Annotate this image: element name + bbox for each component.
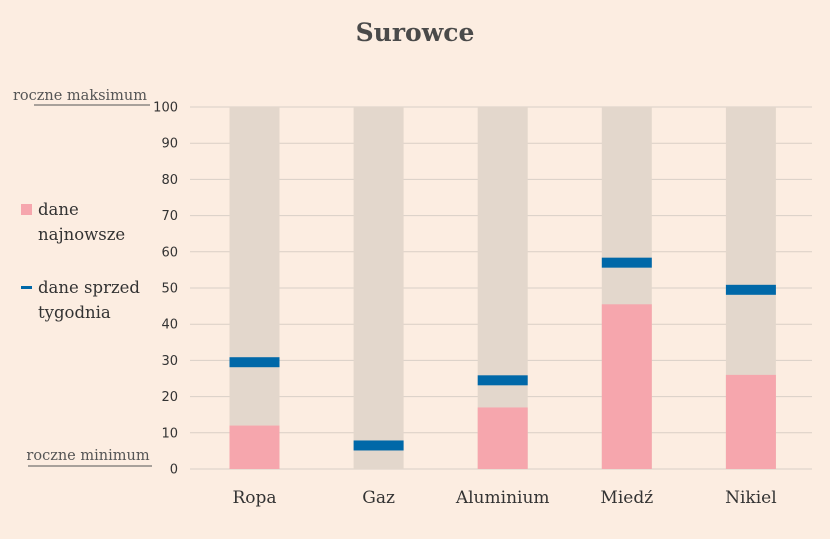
y-tick-label: 70 <box>161 209 178 224</box>
week-ago-marker-0 <box>229 357 280 368</box>
y-tick-label: 80 <box>161 173 178 188</box>
week-ago-marker-4 <box>725 284 776 295</box>
legend-label-latest-2: najnowsze <box>38 225 125 244</box>
legend: dane najnowsze dane sprzed tygodnia <box>21 200 140 322</box>
latest-bar-4 <box>725 374 776 469</box>
legend-label-week-ago-2: tygodnia <box>38 303 111 322</box>
y-tick-label: 60 <box>161 245 178 260</box>
week-ago-marker-3 <box>601 257 652 268</box>
y-tick-label: 10 <box>161 426 178 441</box>
legend-marker-latest <box>21 204 32 215</box>
category-label-1: Gaz <box>362 488 395 508</box>
week-ago-marker-1 <box>353 440 404 451</box>
annotation-max: roczne maksimum <box>13 88 147 104</box>
y-tick-label: 50 <box>161 282 178 297</box>
range-annotations: roczne maksimum roczne minimum <box>13 88 152 467</box>
y-axis-ticks: 0 10 20 30 40 50 60 70 80 90 100 <box>153 101 178 478</box>
chart-title: Surowce <box>356 18 475 47</box>
category-label-4: Nikiel <box>725 488 777 508</box>
week-ago-marker-2 <box>477 375 528 386</box>
range-bar-0 <box>229 107 280 469</box>
category-label-0: Ropa <box>232 488 276 508</box>
latest-bar-0 <box>229 425 280 469</box>
legend-marker-week-ago <box>21 286 32 289</box>
annotation-min: roczne minimum <box>26 448 149 464</box>
category-label-2: Aluminium <box>455 488 550 508</box>
y-tick-label: 30 <box>161 354 178 369</box>
category-label-3: Miedź <box>600 488 653 508</box>
legend-label-week-ago-1: dane sprzed <box>38 278 140 297</box>
x-axis-categories: Ropa Gaz Aluminium Miedź Nikiel <box>232 488 776 508</box>
legend-label-latest-1: dane <box>38 200 79 219</box>
y-tick-label: 90 <box>161 137 178 152</box>
y-tick-label: 20 <box>161 390 178 405</box>
latest-bar-2 <box>477 407 528 469</box>
y-tick-label: 0 <box>170 463 178 478</box>
bars <box>229 107 776 469</box>
latest-bar-3 <box>601 304 652 469</box>
y-tick-label: 100 <box>153 101 178 116</box>
range-bar-1 <box>353 107 404 469</box>
y-tick-label: 40 <box>161 318 178 333</box>
